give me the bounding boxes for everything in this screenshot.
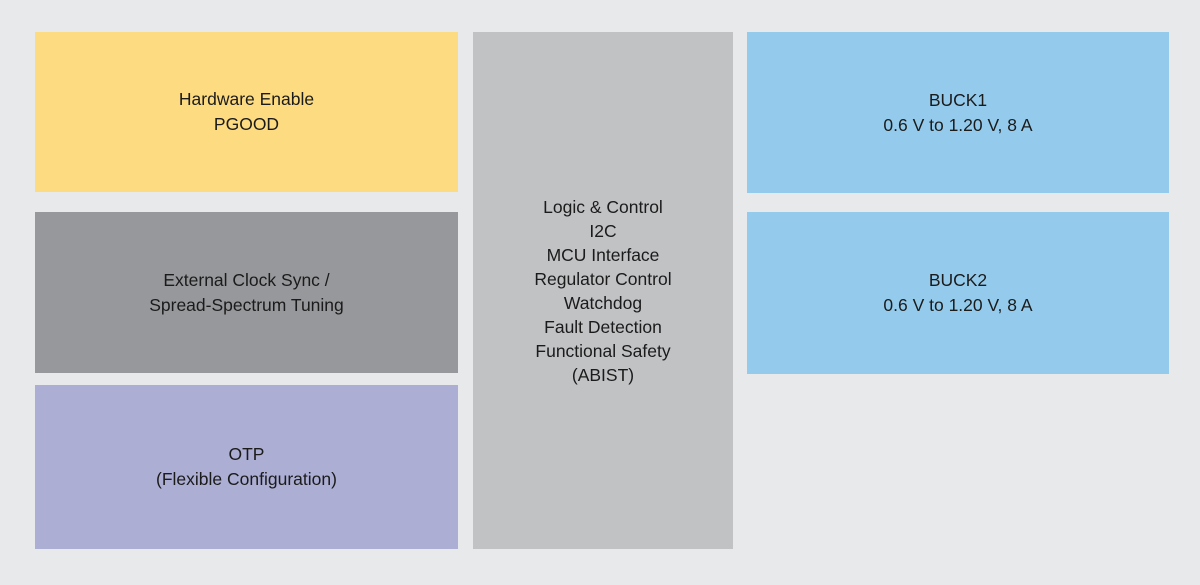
block-logic-control: Logic & Control I2C MCU Interface Regula… [473,32,733,549]
block-logic-control-line-3: MCU Interface [546,244,660,265]
block-buck1-line-1: BUCK1 [928,89,988,110]
block-logic-control-line-6: Fault Detection [544,316,662,337]
block-external-clock-sync-line-1: External Clock Sync / [163,269,330,290]
block-logic-control-line-4: Regulator Control [534,268,672,289]
block-logic-control-line-5: Watchdog [563,292,643,313]
block-external-clock-sync: External Clock Sync / Spread-Spectrum Tu… [35,212,458,373]
block-otp: OTP (Flexible Configuration) [35,385,458,549]
block-buck2-line-2: 0.6 V to 1.20 V, 8 A [883,295,1033,315]
block-hardware-enable-line-2: PGOOD [213,114,280,134]
block-hardware-enable-line-1: Hardware Enable [178,89,315,109]
block-logic-control-line-2: I2C [589,220,617,241]
block-hardware-enable: Hardware Enable PGOOD [35,32,458,192]
block-otp-line-2: (Flexible Configuration) [156,469,337,489]
block-buck2-line-1: BUCK2 [928,270,988,290]
block-logic-control-line-7: Functional Safety [535,340,671,361]
block-buck1-line-2: 0.6 V to 1.20 V, 8 A [883,114,1033,135]
block-buck2: BUCK2 0.6 V to 1.20 V, 8 A [747,212,1169,374]
block-otp-line-1: OTP [228,444,265,464]
block-buck1: BUCK1 0.6 V to 1.20 V, 8 A [747,32,1169,193]
block-logic-control-line-8: (ABIST) [571,364,635,385]
block-external-clock-sync-line-2: Spread-Spectrum Tuning [149,294,344,315]
block-logic-control-line-1: Logic & Control [543,196,663,217]
